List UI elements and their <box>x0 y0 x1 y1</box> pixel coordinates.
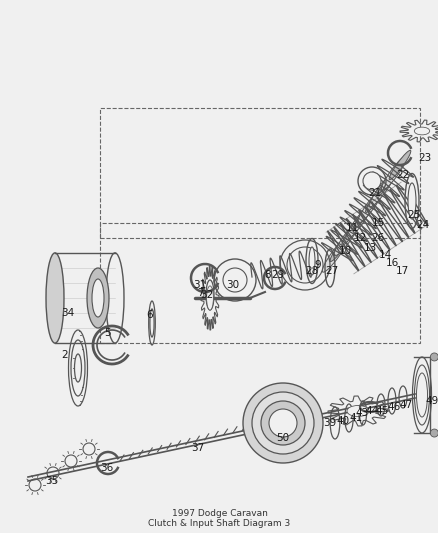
Ellipse shape <box>243 383 322 463</box>
Text: 40: 40 <box>336 416 349 426</box>
Ellipse shape <box>268 409 297 437</box>
Text: 43: 43 <box>355 408 368 418</box>
Text: 11: 11 <box>345 223 358 233</box>
Text: 46: 46 <box>386 402 400 412</box>
Text: 1997 Dodge Caravan: 1997 Dodge Caravan <box>171 508 267 518</box>
Text: 22: 22 <box>396 170 409 180</box>
Ellipse shape <box>381 156 406 190</box>
Ellipse shape <box>251 392 313 454</box>
Text: 16: 16 <box>385 258 398 268</box>
Ellipse shape <box>46 253 64 343</box>
Text: 49: 49 <box>424 396 438 406</box>
Text: 17: 17 <box>395 266 408 276</box>
Text: 12: 12 <box>353 233 366 243</box>
Ellipse shape <box>345 205 371 239</box>
Ellipse shape <box>149 309 154 337</box>
Ellipse shape <box>377 167 398 196</box>
Text: 9: 9 <box>314 260 321 270</box>
Ellipse shape <box>329 232 351 262</box>
Text: 31: 31 <box>193 280 206 290</box>
Text: 8: 8 <box>264 270 271 280</box>
Ellipse shape <box>362 172 380 190</box>
Text: 10: 10 <box>338 246 351 256</box>
Text: 24: 24 <box>415 220 429 230</box>
Ellipse shape <box>407 183 415 219</box>
Text: 6: 6 <box>146 310 153 320</box>
Text: 35: 35 <box>45 476 59 486</box>
Text: 21: 21 <box>367 188 381 198</box>
Text: 37: 37 <box>191 443 204 453</box>
Text: 34: 34 <box>61 308 74 318</box>
Ellipse shape <box>365 183 386 213</box>
Ellipse shape <box>333 221 359 256</box>
Text: 15: 15 <box>371 218 384 228</box>
Ellipse shape <box>261 401 304 445</box>
Text: 2: 2 <box>62 350 68 360</box>
Ellipse shape <box>357 189 382 223</box>
Ellipse shape <box>353 199 374 229</box>
Text: 30: 30 <box>226 280 239 290</box>
Text: 39: 39 <box>323 418 336 428</box>
Text: 45: 45 <box>374 406 388 416</box>
Ellipse shape <box>429 429 438 437</box>
Ellipse shape <box>206 286 213 310</box>
Text: 7: 7 <box>196 288 203 298</box>
Text: 27: 27 <box>325 266 338 276</box>
Text: 28: 28 <box>305 266 318 276</box>
Ellipse shape <box>286 247 322 283</box>
Bar <box>100 108 419 238</box>
Text: 41: 41 <box>349 413 362 423</box>
Text: 13: 13 <box>363 243 376 253</box>
Bar <box>100 223 419 343</box>
Text: 5: 5 <box>104 328 111 338</box>
Text: 36: 36 <box>100 463 113 473</box>
Ellipse shape <box>429 353 438 361</box>
Ellipse shape <box>223 268 247 292</box>
Text: 14: 14 <box>378 250 391 260</box>
Ellipse shape <box>341 216 363 245</box>
Text: 32: 32 <box>200 290 213 300</box>
Ellipse shape <box>389 150 410 180</box>
Text: 26: 26 <box>371 233 384 243</box>
Ellipse shape <box>92 279 104 317</box>
Ellipse shape <box>308 247 314 275</box>
Text: 47: 47 <box>399 400 412 410</box>
Ellipse shape <box>413 127 429 135</box>
Ellipse shape <box>321 238 347 272</box>
Ellipse shape <box>346 406 368 416</box>
Text: 50: 50 <box>276 433 289 443</box>
Ellipse shape <box>87 268 109 328</box>
Text: 23: 23 <box>417 153 431 163</box>
Text: 25: 25 <box>406 210 420 220</box>
Text: 44: 44 <box>364 406 378 416</box>
Text: 29: 29 <box>271 270 284 280</box>
Text: Clutch & Input Shaft Diagram 3: Clutch & Input Shaft Diagram 3 <box>148 519 290 528</box>
Ellipse shape <box>369 172 394 207</box>
